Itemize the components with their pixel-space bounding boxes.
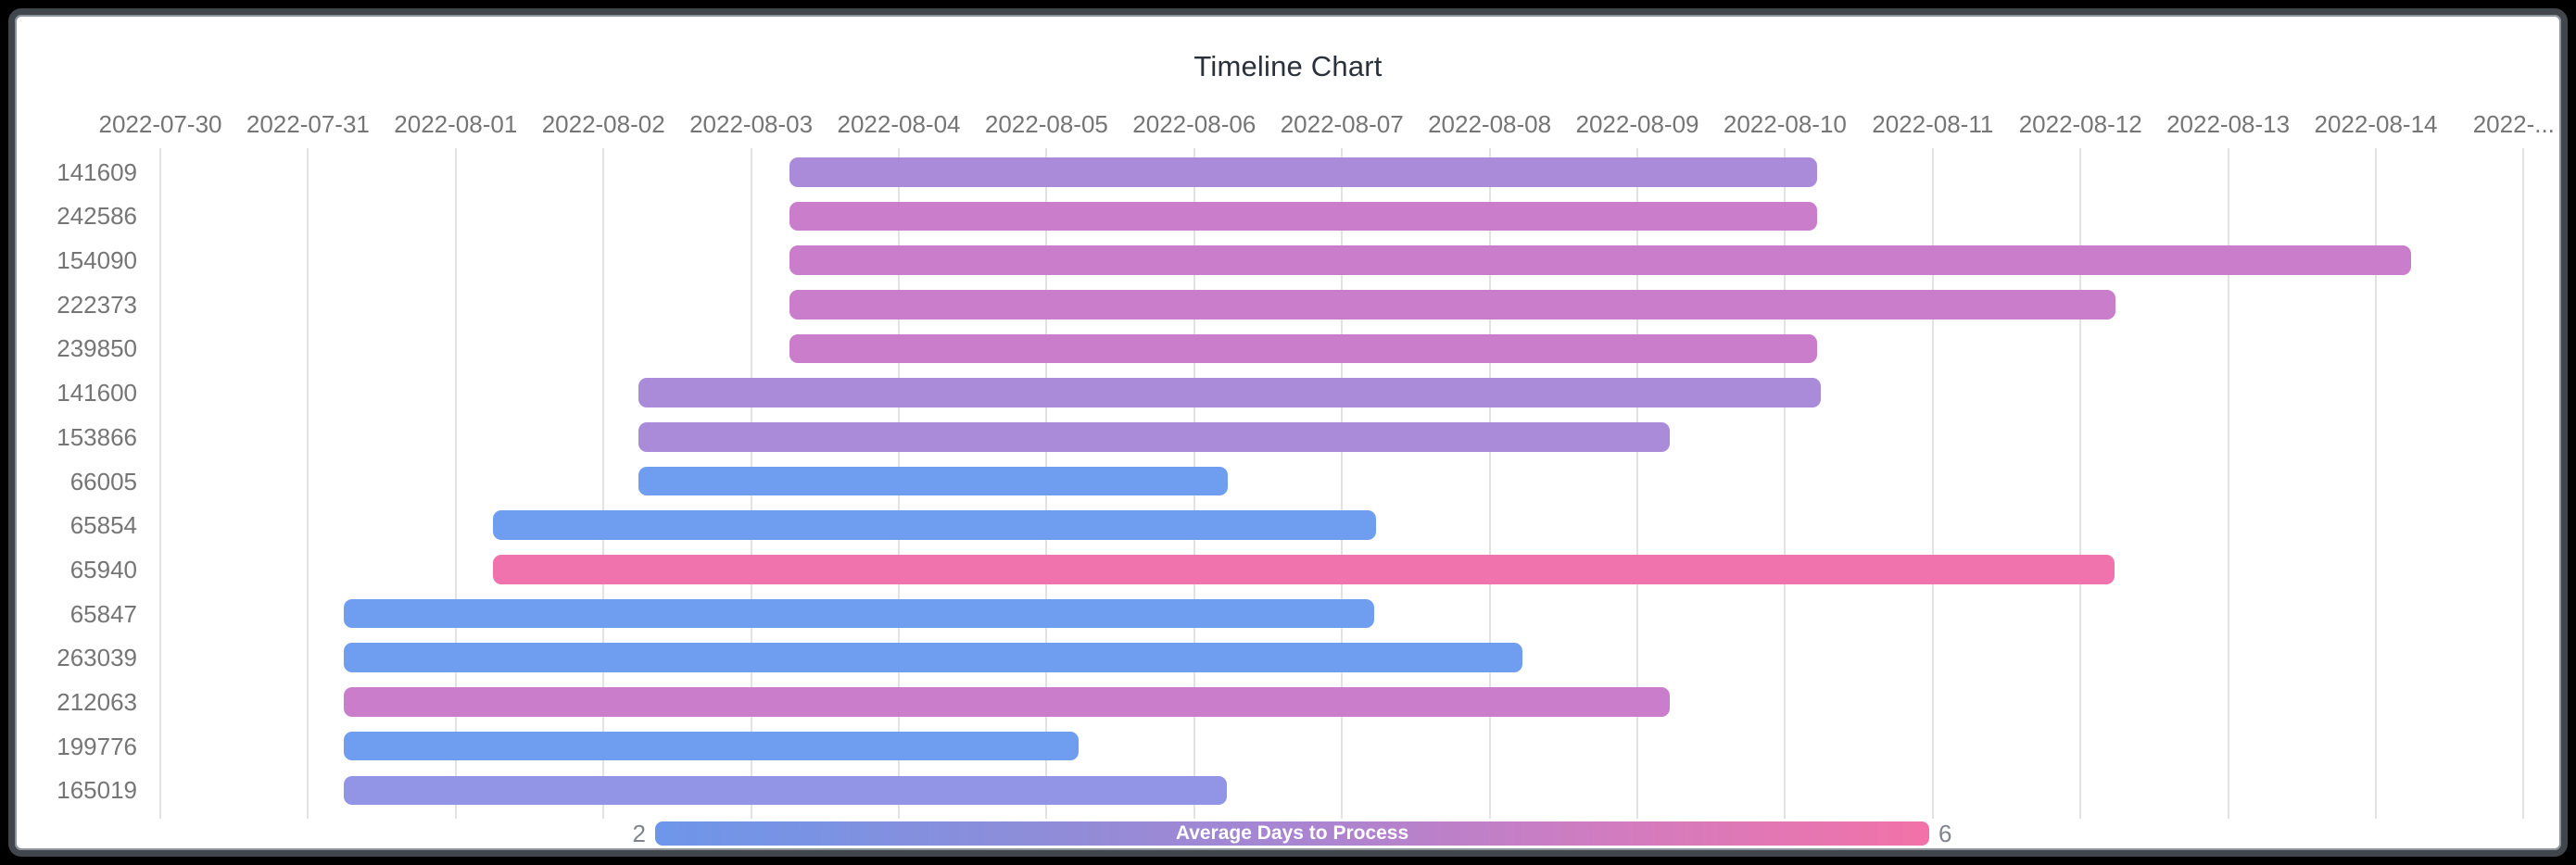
chart-title: Timeline Chart [1193,50,1383,82]
y-axis-task-id-label: 263039 [57,644,137,672]
timeline-bar[interactable] [343,775,1227,806]
y-axis-task-id-label: 153866 [57,422,137,451]
timeline-bar[interactable] [343,687,1671,717]
timeline-bar[interactable] [492,555,2115,584]
vertical-gridline [2375,148,2377,819]
x-axis-tick-label: 2022-08-07 [1280,110,1404,138]
vertical-gridline [1784,148,1787,819]
timeline-bar[interactable] [789,290,2116,320]
vertical-gridline [1931,148,1934,819]
x-axis-tick-label: 2022-07-30 [98,110,222,138]
x-axis-tick-label: 2022-08-14 [2314,110,2438,138]
vertical-gridline [602,148,605,819]
y-axis-task-id-label: 239850 [57,334,137,363]
chart-panel: Timeline Chart 2022-07-30 2022-07-31 2022-… [8,8,2568,857]
legend-min-value: 2 [632,820,646,847]
timeline-bar[interactable] [343,731,1080,761]
y-axis-task-id-label: 212063 [57,687,137,716]
vertical-gridline [2079,148,2082,819]
timeline-bar[interactable] [789,245,2412,275]
x-axis-tick-label: 2022-08-04 [837,110,961,138]
x-axis-tick-label: 2022-08-02 [541,110,665,138]
y-axis-task-id-label: 199776 [57,732,137,760]
y-axis-task-id-label: 154090 [57,246,137,275]
x-axis-tick-label: 2022-08-13 [2166,110,2291,138]
vertical-gridline [307,148,309,819]
x-axis-tick-label: 2022-08-12 [2018,110,2142,138]
x-axis-tick-label: 2022-08-03 [689,110,814,138]
x-axis-tick-label: 2022-08-01 [394,110,518,138]
x-axis-tick-label: 2022-08-08 [1428,110,1552,138]
vertical-gridline [2522,148,2525,819]
x-axis-tick-label: 2022-08-09 [1575,110,1699,138]
vertical-gridline [1636,148,1638,819]
x-axis-tick-label: 2022-08-05 [984,110,1108,138]
x-axis-tick-label: 2022-08-10 [1723,110,1847,138]
y-axis-task-id-label: 242586 [57,202,137,231]
legend-gradient-bar: Average Days to Process [655,821,1929,846]
vertical-gridline [159,148,161,819]
y-axis-task-id-label: 65847 [69,599,137,628]
y-axis-task-id-label: 141600 [57,379,137,407]
timeline-bar[interactable] [638,466,1229,496]
timeline-bar[interactable] [638,378,1821,407]
timeline-bar[interactable] [789,201,1818,232]
timeline-bar[interactable] [492,510,1376,540]
timeline-bar[interactable] [343,643,1522,672]
x-axis-tick-label: 2022-07-31 [246,110,370,138]
vertical-gridline [2227,148,2229,819]
vertical-gridline [1341,148,1344,819]
timeline-bar[interactable] [343,598,1375,629]
legend-title: Average Days to Process [1175,822,1409,844]
legend-max-value: 6 [1938,820,1952,847]
y-axis-task-id-label: 141609 [57,157,137,186]
vertical-gridline [454,148,457,819]
y-axis-task-id-label: 165019 [57,776,137,805]
x-axis-tick-label: 2022-08-06 [1132,110,1256,138]
timeline-bar[interactable] [789,333,1818,364]
timeline-bar[interactable] [638,422,1671,452]
y-axis-task-id-label: 222373 [57,290,137,319]
x-axis-tick-label: 2022-08-11 [1872,110,1994,138]
x-axis-tick-label: 2022-... [2472,110,2555,138]
y-axis-task-id-label: 65940 [69,555,137,583]
y-axis-task-id-label: 66005 [69,467,137,495]
y-axis-task-id-label: 65854 [69,511,137,540]
timeline-bar[interactable] [789,157,1818,187]
vertical-gridline [1488,148,1491,819]
